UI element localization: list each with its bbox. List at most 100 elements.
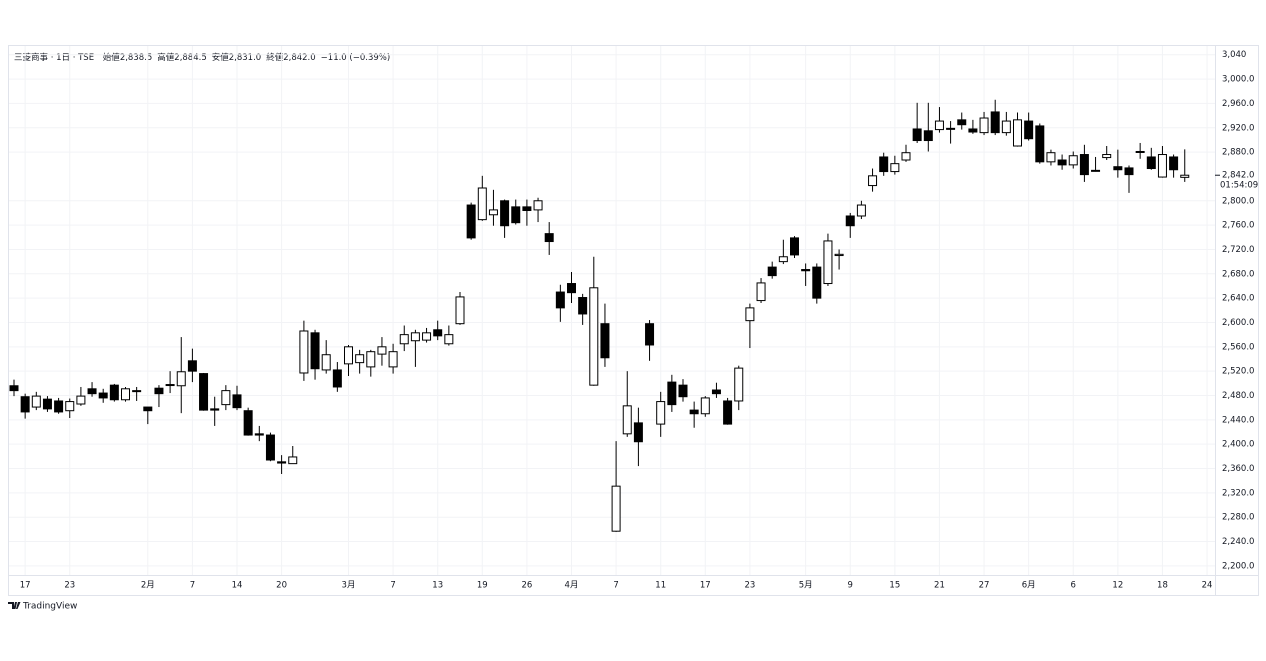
- candle-body: [254, 433, 264, 436]
- x-tick-label: 13: [432, 581, 443, 591]
- candle-body: [890, 163, 900, 173]
- candle-body: [767, 266, 777, 277]
- candle-body: [366, 351, 376, 368]
- candle-body: [1035, 125, 1045, 163]
- candle-body: [344, 346, 353, 365]
- y-tick-label: 2,520.0: [1222, 367, 1254, 377]
- candle-body: [199, 373, 209, 411]
- candle-body: [1180, 174, 1190, 178]
- x-tick-label: 7: [190, 581, 195, 591]
- x-tick-label: 26: [521, 581, 532, 591]
- candle-body: [455, 296, 465, 325]
- candle-body: [901, 152, 911, 161]
- candle-body: [1091, 169, 1101, 172]
- candle-body: [444, 334, 454, 345]
- y-tick-label: 2,200.0: [1222, 561, 1254, 571]
- symbol: 三菱商事 · 1日 · TSE: [14, 52, 94, 63]
- x-tick-label: 27: [979, 581, 990, 591]
- y-tick-label: 2,280.0: [1222, 513, 1254, 523]
- candle-body: [87, 388, 97, 395]
- x-tick-label: 12: [1112, 581, 1123, 591]
- y-tick-label: 2,760.0: [1222, 221, 1254, 231]
- legend-label: 高値: [157, 52, 175, 63]
- candle-body: [299, 330, 309, 374]
- candle-body: [778, 256, 788, 263]
- candle-body: [477, 187, 487, 221]
- candle-body: [1024, 120, 1034, 140]
- candle-body: [466, 204, 476, 239]
- candle-body: [1079, 154, 1089, 176]
- candle-body: [667, 381, 677, 406]
- x-tick-label: 24: [1202, 581, 1213, 591]
- y-tick-label: 2,600.0: [1222, 318, 1254, 328]
- y-tick-label: 2,640.0: [1222, 294, 1254, 304]
- candle-body: [555, 291, 565, 309]
- legend-change: −11.0 (−0.39%): [321, 53, 391, 63]
- candle-body: [500, 200, 510, 227]
- y-tick-label: 3,000.0: [1222, 75, 1254, 85]
- candle-body: [65, 401, 75, 412]
- candle-body: [834, 253, 844, 257]
- legend-label: 終値: [266, 52, 284, 63]
- candle-body: [856, 204, 866, 217]
- candle-body: [734, 367, 744, 402]
- x-tick-label: 9: [848, 581, 853, 591]
- candle-body: [42, 398, 52, 410]
- candle-body: [1146, 156, 1156, 170]
- x-tick-label: 3月: [342, 581, 356, 591]
- candle-body: [321, 354, 331, 371]
- legend: 三菱商事 · 1日 · TSE 始値2,838.5 高値2,884.5 安値2,83…: [14, 52, 390, 63]
- y-tick-label: 3,040: [1222, 50, 1246, 60]
- candle-body: [745, 307, 755, 322]
- chart-frame: [8, 45, 1259, 596]
- candle-body: [243, 410, 253, 436]
- candle-body: [511, 206, 521, 224]
- candle-body: [355, 354, 365, 364]
- y-tick-label: 2,920.0: [1222, 123, 1254, 133]
- candle-body: [879, 156, 889, 173]
- legend-value: 2,831.0: [229, 53, 261, 63]
- brand-name: TradingView: [22, 602, 77, 612]
- candle-body: [9, 385, 19, 392]
- candle-body: [790, 237, 799, 256]
- y-tick-label: 2,800.0: [1222, 196, 1254, 206]
- x-tick-label: 2月: [141, 581, 155, 591]
- candle-body: [1135, 150, 1145, 153]
- candle-body: [912, 128, 922, 142]
- brand-logo: [8, 602, 21, 609]
- legend-label: 安値: [212, 52, 230, 63]
- candle-body: [288, 456, 298, 465]
- legend-value: 2,884.5: [174, 53, 206, 63]
- candle-body: [1169, 156, 1179, 171]
- candle-body: [277, 461, 287, 464]
- x-tick-label: 11: [655, 581, 666, 591]
- brand: TradingView: [8, 602, 77, 612]
- candle-body: [399, 334, 409, 345]
- candle-body: [812, 266, 822, 299]
- candle-body: [187, 360, 197, 372]
- candle-body: [934, 120, 944, 131]
- x-tick-label: 17: [700, 581, 711, 591]
- candle-body: [957, 119, 967, 126]
- x-tick-label: 7: [390, 581, 395, 591]
- candle-body: [611, 485, 621, 532]
- x-tick-label: 4月: [565, 581, 579, 591]
- candle-body: [823, 240, 833, 285]
- x-tick-label: 23: [744, 581, 755, 591]
- y-tick-label: 2,400.0: [1222, 440, 1254, 450]
- candle-body: [946, 127, 956, 130]
- x-tick-label: 6月: [1022, 581, 1036, 591]
- y-tick-label: 2,240.0: [1222, 537, 1254, 547]
- candle-body: [388, 351, 398, 368]
- x-tick-label: 15: [889, 581, 900, 591]
- candle-body: [165, 384, 175, 387]
- candle-body: [1046, 152, 1056, 163]
- y-tick-label: 2,560.0: [1222, 342, 1254, 352]
- candle-body: [76, 395, 86, 405]
- x-tick-label: 20: [276, 581, 287, 591]
- candle-body: [377, 346, 387, 355]
- candle-body: [232, 394, 242, 409]
- candle-body: [968, 128, 978, 133]
- candle-body: [1057, 159, 1067, 166]
- candle-body: [689, 409, 699, 415]
